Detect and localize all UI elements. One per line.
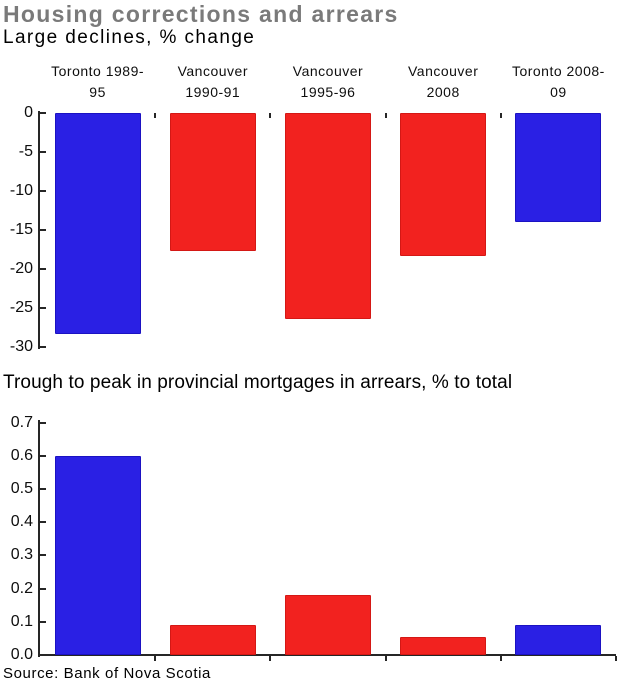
y-tick-label: 0.1 xyxy=(10,612,33,630)
bar-blue xyxy=(54,112,141,335)
bar-red xyxy=(169,625,256,655)
bar-red xyxy=(400,112,487,257)
y-tick-label: -15 xyxy=(9,220,33,238)
x-axis-line xyxy=(38,654,616,656)
bar-blue xyxy=(515,112,602,222)
source-note: Source: Bank of Nova Scotia xyxy=(3,665,211,682)
top-chart-subtitle: Large declines, % change xyxy=(3,27,256,48)
y-axis-tick xyxy=(40,189,46,192)
category-label: Toronto 2008-​09 xyxy=(511,63,605,100)
y-axis-line xyxy=(38,420,40,657)
x-axis-tick xyxy=(154,655,157,661)
y-tick-label: 0.5 xyxy=(10,480,33,498)
y-axis-tick xyxy=(40,488,46,491)
y-axis-tick xyxy=(40,521,46,524)
category-label: Toronto 1989-​95 xyxy=(51,63,145,100)
y-tick-label: 0 xyxy=(24,103,33,121)
x-axis-tick xyxy=(615,655,617,661)
y-tick-label: 0.0 xyxy=(10,646,33,663)
y-tick-label: -30 xyxy=(9,337,33,355)
bar-red xyxy=(285,112,371,320)
y-tick-label: 0.7 xyxy=(10,413,33,431)
bar-red xyxy=(169,112,256,251)
y-axis-tick xyxy=(40,228,46,231)
bar-blue xyxy=(54,455,141,655)
y-axis-tick xyxy=(40,620,46,623)
y-axis-tick xyxy=(40,421,46,424)
x-axis-tick xyxy=(499,655,502,661)
y-axis-tick xyxy=(40,267,46,270)
y-axis-line xyxy=(38,111,40,349)
y-tick-label: -5 xyxy=(18,142,33,160)
category-label: Vancouver 2008 xyxy=(407,63,479,100)
y-axis-tick xyxy=(40,150,46,153)
y-axis-tick xyxy=(40,554,46,557)
y-axis-tick xyxy=(40,306,46,309)
bar-blue xyxy=(515,625,602,655)
bar-red xyxy=(285,595,371,655)
y-axis-tick xyxy=(40,345,46,348)
y-tick-label: 0.6 xyxy=(10,446,33,464)
category-label: Vancouver 1995-​96 xyxy=(292,63,364,100)
bar-red xyxy=(400,636,487,655)
y-tick-label: 0.4 xyxy=(10,513,33,531)
x-axis-tick xyxy=(384,113,387,118)
y-axis-tick xyxy=(40,454,46,457)
x-axis-tick xyxy=(499,113,502,118)
y-tick-label: 0.3 xyxy=(10,546,33,564)
x-axis-tick xyxy=(269,113,272,118)
y-axis-tick xyxy=(40,587,46,590)
y-tick-label: -10 xyxy=(9,181,33,199)
category-label: Vancouver 1990-​91 xyxy=(177,63,248,100)
x-axis-tick xyxy=(384,655,387,661)
y-tick-label: 0.2 xyxy=(10,579,33,597)
x-axis-tick xyxy=(154,113,157,118)
bottom-chart-subtitle: Trough to peak in provincial mortgages i… xyxy=(3,372,513,393)
y-tick-label: -25 xyxy=(9,298,33,316)
x-axis-tick xyxy=(269,655,272,661)
y-tick-label: -20 xyxy=(9,259,33,277)
page-title: Housing corrections and arrears xyxy=(3,1,399,27)
y-axis-tick xyxy=(40,111,46,114)
